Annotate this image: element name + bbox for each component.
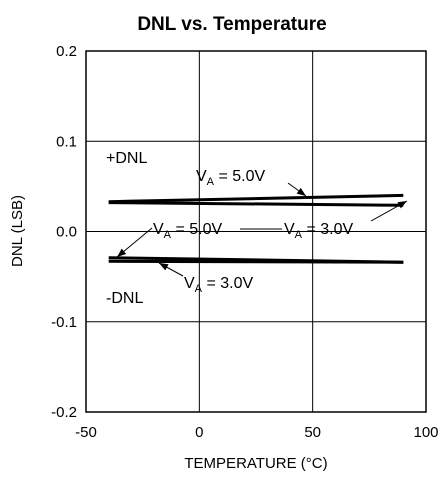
leader-va5-top-arrowhead: [296, 187, 306, 196]
annotation-va5-bot: VA = 5.0V: [153, 221, 222, 241]
annotation-va5-bot-rest: = 5.0V: [171, 221, 222, 238]
y-tick-label: 0.0: [56, 224, 77, 241]
y-tick-label: -0.1: [51, 314, 77, 331]
series-lines: [108, 193, 404, 264]
grid-lines: [86, 51, 426, 412]
y-tick-label: 0.1: [56, 133, 77, 150]
x-tick-label: 0: [195, 424, 203, 441]
leader-va3-top-arrowhead: [397, 201, 407, 209]
leader-va5-bot-arrowhead: [117, 248, 127, 257]
annotation-va3-top-sub: A: [295, 229, 303, 241]
y-tick-label: -0.2: [51, 404, 77, 421]
annotation-va5-top: VA = 5.0V: [196, 168, 265, 188]
annotation-va3-bot-rest: = 3.0V: [202, 275, 253, 292]
plot-frame: [85, 50, 427, 413]
annotation-va3-bot-main: V: [184, 275, 195, 292]
x-tick-label: 100: [413, 424, 438, 441]
annotation-pos-dnl: +DNL: [106, 150, 147, 167]
leader-va3-bot-arrowhead: [159, 263, 169, 271]
annotation-neg-dnl: -DNL: [106, 290, 143, 307]
x-tick-label: 50: [304, 424, 321, 441]
annotation-va5-top-sub: A: [207, 176, 215, 188]
annotation-va5-bot-sub: A: [164, 229, 172, 241]
annotation-va3-top-rest: = 3.0V: [302, 221, 353, 238]
x-axis-label: TEMPERATURE (°C): [184, 455, 327, 472]
annotation-va3-top-main: V: [284, 221, 295, 238]
series-line-2: [108, 201, 404, 207]
annotation-va5-bot-main: V: [153, 221, 164, 238]
x-tick-label: -50: [75, 424, 97, 441]
annotation-leaders: [116, 182, 408, 277]
annotation-va3-bot-sub: A: [195, 283, 203, 295]
y-axis-label: DNL (LSB): [9, 195, 26, 267]
chart-title: DNL vs. Temperature: [137, 14, 326, 35]
series-line-1: [108, 193, 404, 204]
annotation-va3-bot: VA = 3.0V: [184, 275, 253, 295]
series-line-4: [108, 259, 404, 264]
tick-labels: -50 0 50 100 -0.2 -0.1 0.0 0.1 0.2: [51, 43, 438, 441]
annotation-va5-top-main: V: [196, 168, 207, 185]
annotation-va3-top: VA = 3.0V: [284, 221, 353, 241]
annotation-va5-top-rest: = 5.0V: [214, 168, 265, 185]
y-tick-label: 0.2: [56, 43, 77, 60]
